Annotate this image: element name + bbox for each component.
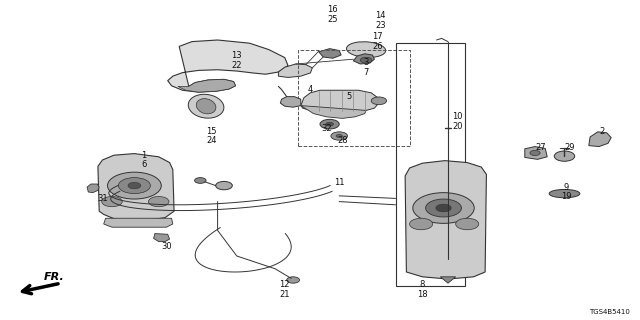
Text: 16
25: 16 25 <box>328 5 338 24</box>
Circle shape <box>413 193 474 223</box>
Polygon shape <box>319 49 341 58</box>
Circle shape <box>287 277 300 283</box>
Ellipse shape <box>549 189 580 198</box>
Polygon shape <box>301 90 379 112</box>
Polygon shape <box>301 106 366 118</box>
Text: 8
18: 8 18 <box>417 280 428 299</box>
Text: 30: 30 <box>161 242 172 251</box>
Polygon shape <box>168 40 288 92</box>
Ellipse shape <box>346 42 386 58</box>
Circle shape <box>530 150 540 156</box>
Text: 11: 11 <box>334 178 344 187</box>
Circle shape <box>118 178 150 194</box>
Text: 4: 4 <box>308 85 313 94</box>
Circle shape <box>371 97 387 105</box>
Text: 12
21: 12 21 <box>280 280 290 299</box>
Polygon shape <box>154 234 170 242</box>
Circle shape <box>554 151 575 161</box>
Circle shape <box>456 218 479 230</box>
Polygon shape <box>353 54 374 64</box>
Text: 15
24: 15 24 <box>206 127 216 145</box>
Polygon shape <box>440 277 456 283</box>
Text: 10
20: 10 20 <box>452 112 463 131</box>
Circle shape <box>102 196 122 207</box>
Text: 32: 32 <box>321 124 332 132</box>
Text: 2: 2 <box>599 127 604 136</box>
Text: 9
19: 9 19 <box>561 183 572 201</box>
Text: 14
23: 14 23 <box>376 12 386 30</box>
Text: 28: 28 <box>337 136 348 145</box>
Text: FR.: FR. <box>44 272 65 282</box>
Bar <box>298 50 410 146</box>
Circle shape <box>108 172 161 199</box>
Text: 29: 29 <box>564 143 575 152</box>
Polygon shape <box>87 184 99 193</box>
Circle shape <box>360 57 372 63</box>
Circle shape <box>128 182 141 189</box>
Circle shape <box>426 199 461 217</box>
Polygon shape <box>104 218 173 227</box>
Text: 31: 31 <box>97 194 108 203</box>
Text: 27: 27 <box>536 143 546 152</box>
Ellipse shape <box>196 99 216 114</box>
Text: 17
26: 17 26 <box>372 32 383 51</box>
Circle shape <box>336 134 342 138</box>
Circle shape <box>320 119 339 129</box>
Polygon shape <box>589 132 611 147</box>
Text: 13
22: 13 22 <box>232 52 242 70</box>
Polygon shape <box>405 161 486 279</box>
Circle shape <box>195 178 206 183</box>
Circle shape <box>331 132 348 140</box>
Circle shape <box>410 218 433 230</box>
Bar <box>396 43 465 286</box>
Polygon shape <box>280 97 301 107</box>
Circle shape <box>436 204 451 212</box>
Ellipse shape <box>188 94 224 118</box>
Circle shape <box>326 122 333 126</box>
Polygon shape <box>525 147 547 159</box>
Text: TGS4B5410: TGS4B5410 <box>589 309 630 315</box>
Text: 5: 5 <box>346 92 351 100</box>
Circle shape <box>216 181 232 190</box>
Polygon shape <box>178 79 236 92</box>
Circle shape <box>148 196 169 207</box>
Text: 3
7: 3 7 <box>364 58 369 76</box>
Polygon shape <box>278 64 312 77</box>
Text: 1
6: 1 6 <box>141 151 147 169</box>
Polygon shape <box>98 154 174 221</box>
